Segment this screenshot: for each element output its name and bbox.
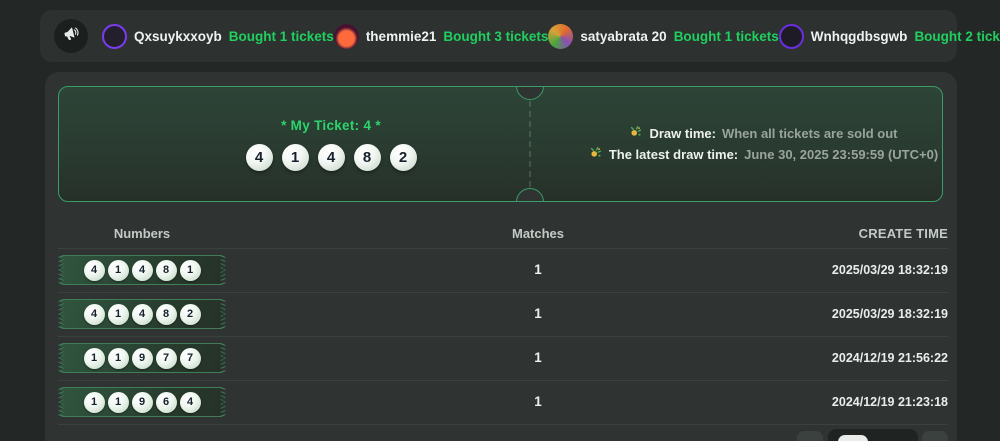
number-ball: 1 [108, 260, 129, 281]
latest-draw-time-line: The latest draw time: June 30, 2025 23:5… [589, 146, 938, 163]
ticker-entry: Qxsuykxxoyb Bought 1 tickets [102, 23, 334, 49]
cell-create-time: 2024/12/19 21:56:22 [831, 351, 948, 365]
table-header: Numbers Matches CREATE TIME [58, 202, 948, 248]
number-ball: 9 [132, 348, 153, 369]
header-matches: Matches [511, 226, 565, 241]
number-ball: 1 [281, 143, 309, 171]
draw-time-line: Draw time: When all tickets are sold out [629, 125, 898, 142]
ticker-username: themmie21 [365, 28, 437, 44]
purchase-ticker: Qxsuykxxoyb Bought 1 tickets themmie21 Boug… [40, 10, 1000, 62]
cell-matches: 1 [534, 262, 542, 277]
ticker-action: Bought 1 tickets [673, 28, 779, 44]
pagination [58, 421, 948, 441]
ticker-username: Qxsuykxxoyb [134, 28, 222, 44]
ticker-entries: Qxsuykxxoyb Bought 1 tickets themmie21 Boug… [102, 23, 1000, 49]
number-ball: 1 [180, 260, 201, 281]
number-ball: 4 [317, 143, 345, 171]
ticker-action: Bought 3 tickets [443, 28, 549, 44]
ticker-entry: themmie21 Bought 3 tickets [333, 23, 549, 49]
header-create-time: CREATE TIME [858, 226, 948, 241]
cell-create-time: 2025/03/29 18:32:19 [831, 263, 948, 277]
number-ball: 2 [389, 143, 417, 171]
draw-time-value: When all tickets are sold out [721, 126, 898, 141]
tickets-table: Numbers Matches CREATE TIME 4 1 4 8 1 1 2025/0… [58, 202, 948, 425]
number-ball: 7 [180, 348, 201, 369]
confetti-icon [629, 125, 643, 142]
table-row: 4 1 4 8 1 1 2025/03/29 18:32:19 [58, 248, 948, 292]
latest-draw-time-value: June 30, 2025 23:59:59 (UTC+0) [744, 147, 939, 162]
number-ball: 4 [84, 304, 105, 325]
ticker-username: Wnhqgdbsgwb [810, 28, 908, 44]
number-ball: 1 [84, 392, 105, 413]
number-ball: 1 [108, 348, 129, 369]
table-row: 1 1 9 7 7 1 2024/12/19 21:56:22 [58, 336, 948, 380]
announcements-button[interactable] [54, 19, 88, 53]
table-row: 1 1 9 6 4 1 2024/12/19 21:23:18 [58, 380, 948, 424]
number-ball: 9 [132, 392, 153, 413]
number-ball: 2 [180, 304, 201, 325]
number-ball: 8 [156, 260, 177, 281]
number-ball: 8 [156, 304, 177, 325]
cell-matches: 1 [534, 350, 542, 365]
ticker-action: Bought 2 tickets [914, 28, 1000, 44]
number-ball: 1 [108, 304, 129, 325]
cell-create-time: 2025/03/29 18:32:19 [831, 307, 948, 321]
ticker-action: Bought 1 tickets [228, 28, 334, 44]
pagination-current-page[interactable] [828, 429, 918, 441]
table-rows: 4 1 4 8 1 1 2025/03/29 18:32:19 4 1 4 8 2 1 2025/03/2… [58, 248, 948, 425]
pagination-page-indicator [838, 435, 868, 441]
draw-time-label: Draw time: [649, 126, 716, 141]
cell-create-time: 2024/12/19 21:23:18 [831, 395, 948, 409]
number-ball: 4 [132, 304, 153, 325]
number-ball: 4 [245, 143, 273, 171]
user-avatar [778, 23, 804, 49]
number-ball: 7 [156, 348, 177, 369]
number-ball: 4 [84, 260, 105, 281]
header-numbers: Numbers [113, 226, 171, 241]
draw-time-section: Draw time: When all tickets are sold out… [531, 87, 942, 201]
table-row: 4 1 4 8 2 1 2025/03/29 18:32:19 [58, 292, 948, 336]
number-ball: 1 [84, 348, 105, 369]
user-avatar [548, 23, 574, 49]
ticker-username: satyabrata 20 [580, 28, 667, 44]
number-ball: 4 [180, 392, 201, 413]
cell-matches: 1 [534, 306, 542, 321]
ticket-perforation-line [529, 101, 531, 187]
pagination-prev-button[interactable] [797, 431, 823, 441]
user-avatar [333, 23, 359, 49]
my-ticket-title: * My Ticket: 4 * [281, 117, 381, 133]
number-ball: 1 [108, 392, 129, 413]
megaphone-icon [62, 24, 81, 48]
latest-draw-time-label: The latest draw time: [608, 147, 739, 162]
number-ball: 6 [156, 392, 177, 413]
pagination-next-button[interactable] [922, 431, 948, 441]
confetti-icon [589, 146, 603, 163]
number-ball: 4 [132, 260, 153, 281]
number-ball: 8 [353, 143, 381, 171]
ticker-entry: satyabrata 20 Bought 1 tickets [548, 23, 779, 49]
user-avatar [102, 23, 127, 49]
cell-matches: 1 [534, 394, 542, 409]
ticker-entry: Wnhqgdbsgwb Bought 2 tickets [778, 23, 1000, 49]
